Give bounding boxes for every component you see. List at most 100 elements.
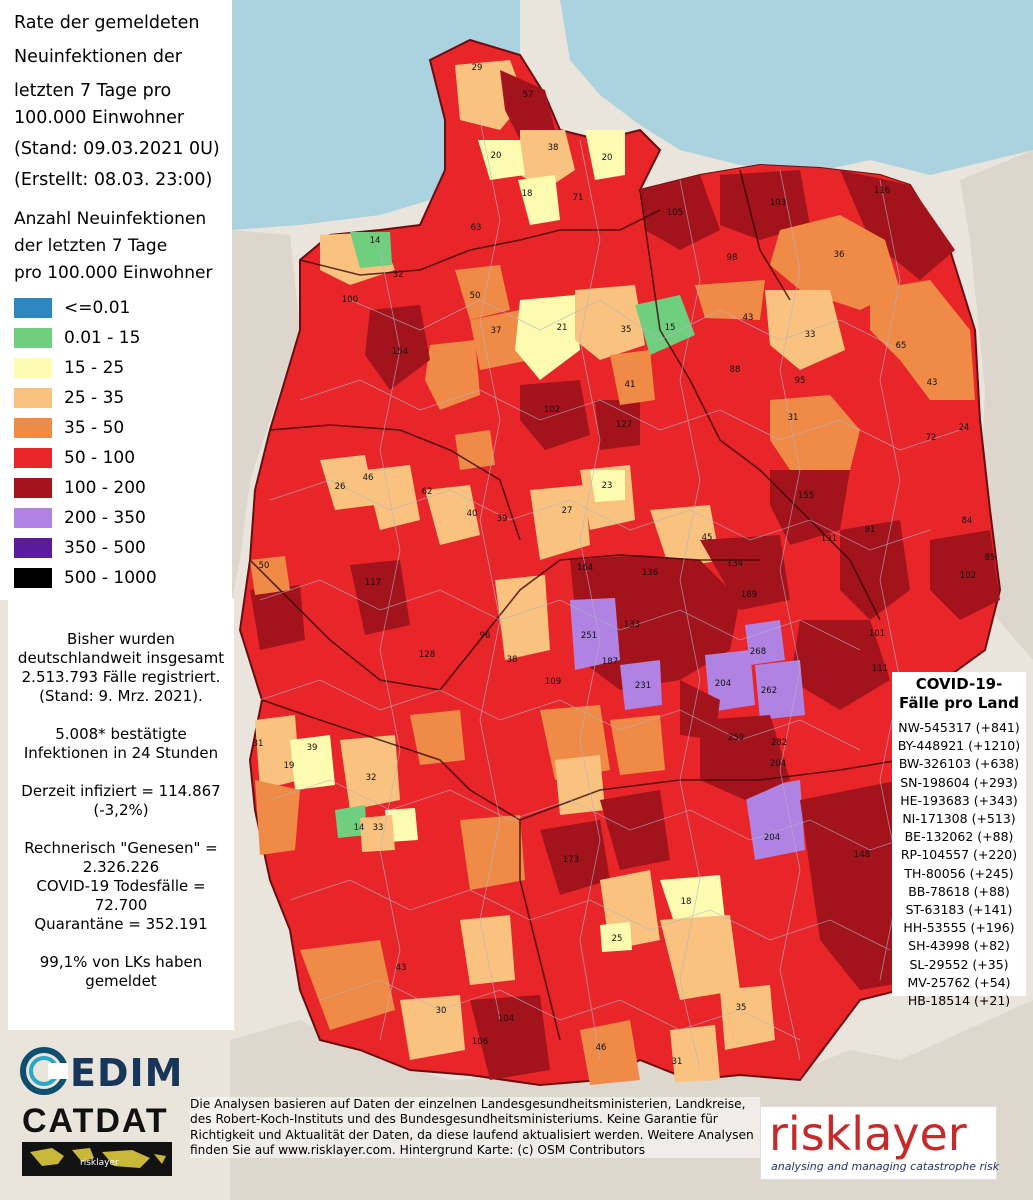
region-light-orange	[720, 985, 775, 1050]
county-incidence-label: 154	[392, 347, 408, 357]
legend-item: 500 - 1000	[14, 567, 157, 589]
neighbor-land-east	[960, 150, 1033, 660]
edim-wordmark: EDIM	[70, 1051, 184, 1095]
county-incidence-label: 43	[396, 963, 407, 973]
county-incidence-label: 19	[284, 761, 295, 771]
stats-line: 2.326.226	[82, 858, 160, 876]
legend-swatch	[14, 328, 52, 348]
legend-swatch	[14, 298, 52, 318]
region-light-orange	[460, 915, 515, 985]
county-borders	[259, 119, 961, 1071]
county-incidence-label: 109	[545, 677, 561, 687]
county-incidence-label: 101	[869, 629, 885, 639]
region-purple	[570, 598, 620, 670]
legend-swatch	[14, 478, 52, 498]
map-date-stand: (Stand: 09.03.2021 0U)	[14, 139, 220, 159]
region-orange	[610, 715, 665, 775]
county-incidence-label: 24	[959, 423, 970, 433]
region-orange	[410, 710, 465, 765]
county-incidence-label: 62	[422, 487, 433, 497]
region-purple	[745, 620, 785, 665]
county-incidence-label: 43	[743, 313, 754, 323]
catdat-logo: CATDAT risklayer	[18, 1102, 178, 1178]
county-incidence-label: 100	[342, 295, 358, 305]
map-title-line: letzten 7 Tage pro	[14, 81, 172, 101]
state-row: TH-80056 (+245)	[904, 865, 1014, 881]
stats-line: gemeldet	[85, 972, 157, 990]
county-incidence-label: 95	[795, 376, 806, 386]
region-green	[335, 805, 367, 838]
stats-line: COVID-19 Todesfälle =	[36, 877, 206, 895]
county-incidence-label: 32	[393, 270, 404, 280]
county-incidence-label: 128	[419, 650, 435, 660]
county-incidence-label: 14	[354, 823, 365, 833]
county-incidence-label: 155	[798, 491, 814, 501]
state-borders	[249, 169, 901, 1041]
region-purple	[705, 650, 755, 712]
county-incidence-label: 31	[672, 1057, 683, 1067]
region-dark-red	[640, 175, 720, 250]
legend-item: 0.01 - 15	[14, 327, 140, 349]
county-incidence-label: 262	[761, 686, 777, 696]
legend-item: <=0.01	[14, 297, 130, 319]
county-incidence-label: 63	[471, 223, 482, 233]
legend-label: 350 - 500	[64, 538, 146, 558]
edim-logo: EDIM	[18, 1045, 182, 1097]
county-incidence-label: 98	[727, 253, 738, 263]
legend-swatch	[14, 358, 52, 378]
legend-panel: Rate der gemeldeten Neuinfektionen der l…	[0, 0, 232, 600]
region-dark-red	[790, 620, 890, 710]
county-incidence-label: 46	[363, 473, 374, 483]
region-yellow	[518, 175, 560, 225]
cases-per-state-title-line: Fälle pro Land	[899, 694, 1019, 712]
stats-line: Bisher wurden	[67, 630, 175, 648]
region-yellow	[660, 875, 725, 925]
legend-title-line: Anzahl Neuinfektionen	[14, 209, 207, 229]
county-incidence-label: 38	[548, 143, 559, 153]
legend-swatch	[14, 568, 52, 588]
county-incidence-label: 36	[834, 250, 845, 260]
county-incidence-label: 136	[642, 568, 658, 578]
region-light-orange	[670, 1025, 720, 1082]
county-incidence-label: 127	[616, 420, 632, 430]
legend-swatch	[14, 388, 52, 408]
legend-swatch	[14, 508, 52, 528]
county-incidence-label: 164	[577, 563, 593, 573]
disclaimer-line: Richtigkeit und Aktualität der Daten, da…	[190, 1127, 754, 1142]
region-light-orange	[770, 395, 860, 470]
stats-line: Rechnerisch "Genesen" =	[24, 839, 218, 857]
stats-line: 72.700	[94, 896, 148, 914]
stats-line: (-3,2%)	[93, 801, 149, 819]
disclaimer-line: des Robert-Koch-Instituts und des Bundes…	[190, 1112, 718, 1127]
county-incidence-label: 25	[612, 934, 623, 944]
county-incidence-label: 43	[927, 378, 938, 388]
daily-infections-text: 5.008* bestätigte Infektionen in 24 Stun…	[8, 725, 234, 763]
county-incidence-label: 105	[667, 208, 683, 218]
legend-label: 500 - 1000	[64, 568, 157, 588]
region-purple	[755, 660, 805, 720]
state-row: SN-198604 (+293)	[900, 774, 1018, 790]
legend-item: 200 - 350	[14, 507, 146, 529]
legend-item: 350 - 500	[14, 537, 146, 559]
legend-label: 200 - 350	[64, 508, 146, 528]
legend-item: 50 - 100	[14, 447, 135, 469]
risklayer-wordmark: risklayer	[769, 1107, 967, 1161]
state-row: BB-78618 (+88)	[908, 883, 1010, 899]
region-orange	[580, 1020, 640, 1085]
county-incidence-label: 117	[365, 578, 381, 588]
legend-swatch	[14, 538, 52, 558]
region-light-orange	[340, 735, 400, 810]
region-light-orange	[555, 755, 605, 815]
county-incidence-label: 106	[472, 1037, 488, 1047]
state-row: MV-25762 (+54)	[907, 974, 1011, 990]
region-yellow	[515, 295, 580, 380]
county-incidence-label: 96	[480, 631, 491, 641]
stats-line: (Stand: 9. Mrz. 2021).	[39, 687, 203, 705]
state-row: BY-448921 (+1210)	[897, 738, 1021, 754]
county-incidence-label: 173	[563, 855, 579, 865]
county-incidence-label: 268	[750, 647, 766, 657]
county-incidence-label: 72	[926, 433, 937, 443]
cases-per-state-box: COVID-19- Fälle pro Land NW-545317 (+841…	[892, 672, 1026, 1008]
region-light-orange	[365, 465, 420, 530]
county-incidence-label: 65	[896, 341, 907, 351]
